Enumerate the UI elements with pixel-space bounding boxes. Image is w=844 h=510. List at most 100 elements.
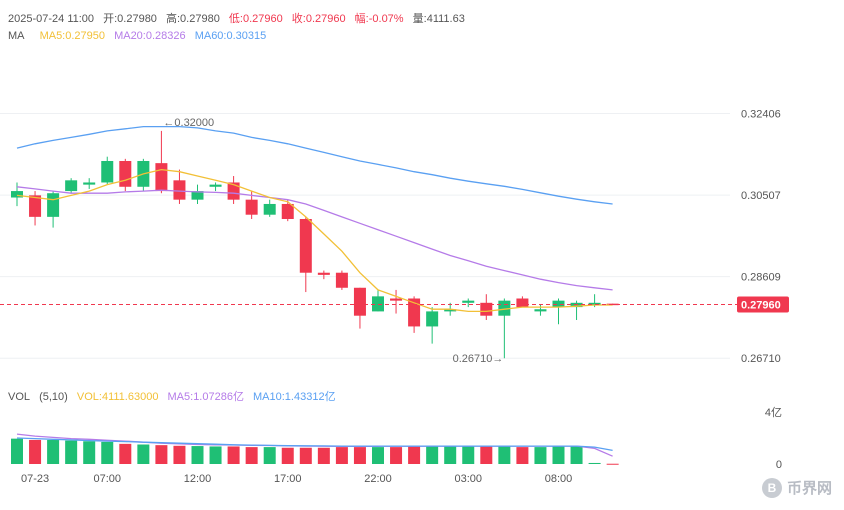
- vol-legend: VOL (5,10) VOL:4111.63000 MA5:1.07286亿 M…: [8, 388, 342, 404]
- volume-bar: [570, 446, 583, 464]
- candle-body: [173, 180, 186, 200]
- candle-body: [245, 199, 258, 215]
- volume-bar: [263, 447, 276, 464]
- candle-body: [353, 287, 366, 316]
- price-tick-label: 0.32406: [741, 108, 781, 120]
- candle: [570, 300, 583, 320]
- volume-bar: [173, 445, 186, 464]
- volume-bar: [101, 441, 114, 464]
- candle: [29, 191, 42, 226]
- watermark-text: 币界网: [786, 480, 832, 497]
- x-tick-label: 08:00: [545, 473, 573, 485]
- volume-bar: [65, 440, 78, 464]
- candle-body: [516, 298, 529, 308]
- candle: [317, 270, 330, 280]
- candle-body: [83, 182, 96, 185]
- volume-bar: [462, 446, 475, 464]
- candle-body: [65, 180, 78, 192]
- candle-body: [119, 160, 132, 187]
- candle-body: [534, 309, 547, 312]
- volume-bar: [480, 446, 493, 464]
- candle: [83, 178, 96, 189]
- low-annotation: 0.26710→: [453, 353, 504, 365]
- volume-axis-label: 0: [776, 459, 782, 471]
- candle: [480, 294, 493, 320]
- candle-body: [335, 272, 348, 288]
- candle-body: [191, 191, 204, 200]
- header-open: 开:0.27980: [103, 13, 157, 25]
- candle-body: [317, 272, 330, 275]
- x-tick-label: 07-23: [21, 473, 49, 485]
- volume-bar: [408, 446, 421, 464]
- header-datetime: 2025-07-24 11:00: [8, 13, 95, 25]
- price-tick-label: 0.26710: [741, 353, 781, 365]
- candle-body: [480, 302, 493, 316]
- header-low: 低:0.27960: [228, 13, 283, 25]
- candle: [11, 182, 23, 207]
- volume-bar: [299, 447, 312, 464]
- ma5-line: [16, 168, 613, 313]
- candle-body: [101, 160, 114, 183]
- candle: [281, 199, 294, 222]
- volume-bar: [137, 444, 150, 464]
- volume-bar: [606, 463, 619, 465]
- candle: [47, 191, 60, 228]
- candle: [65, 178, 78, 194]
- volume-bar: [191, 446, 204, 464]
- current-price-label: 0.27960: [741, 300, 781, 312]
- candle-body: [552, 300, 565, 308]
- volume-bar: [588, 462, 601, 464]
- candle: [209, 182, 222, 192]
- candle-body: [263, 203, 276, 215]
- vol-legend-label: VOL: [8, 391, 31, 403]
- candle: [390, 289, 403, 314]
- ohlc-header: 2025-07-24 11:00 开:0.27980 高:0.27980 低:0…: [8, 10, 471, 26]
- ma60-legend: MA60:0.30315: [194, 30, 267, 42]
- ma60-line: [16, 125, 613, 205]
- header-volume: 量:4111.63: [412, 13, 465, 25]
- vol-legend-params: (5,10): [39, 391, 68, 403]
- candle: [263, 199, 276, 217]
- x-tick-label: 17:00: [274, 473, 302, 485]
- candle-body: [47, 193, 60, 217]
- volume-bar: [11, 438, 23, 464]
- header-high: 高:0.27980: [166, 13, 220, 25]
- volume-bar: [552, 446, 565, 464]
- candle: [191, 184, 204, 204]
- volume-bar: [534, 447, 547, 464]
- candle: [462, 298, 475, 308]
- candle-body: [155, 163, 168, 192]
- candle: [227, 176, 240, 204]
- x-tick-label: 12:00: [184, 473, 212, 485]
- candle: [335, 270, 348, 290]
- volume-bar: [29, 439, 42, 464]
- vol-ma10-legend: MA10:1.43312亿: [253, 391, 336, 403]
- watermark-logo-icon: B: [761, 477, 782, 498]
- candle-body: [299, 219, 312, 273]
- volume-axis-label: 4亿: [765, 406, 782, 419]
- volume-bar: [335, 447, 348, 464]
- ma20-legend: MA20:0.28326: [114, 30, 186, 42]
- high-annotation: ←0.32000: [163, 117, 214, 129]
- candle: [155, 130, 168, 194]
- vol-value-legend: VOL:4111.63000: [76, 391, 159, 403]
- volume-bar: [317, 447, 330, 464]
- candle-body: [372, 296, 384, 312]
- candle: [552, 298, 565, 325]
- candle: [119, 158, 132, 192]
- candle-body: [11, 191, 23, 198]
- ma5-legend: MA5:0.27950: [39, 30, 105, 42]
- price-tick-label: 0.30507: [741, 190, 781, 202]
- candle-body: [209, 184, 222, 187]
- candle-body: [390, 298, 403, 301]
- price-tick-label: 0.28609: [741, 272, 781, 284]
- volume-bar: [426, 446, 439, 464]
- volume-bar: [155, 445, 168, 464]
- volume-ma10-line: [16, 437, 613, 452]
- volume-bar: [119, 443, 132, 464]
- candle: [101, 156, 114, 185]
- watermark: B 币界网: [761, 477, 832, 498]
- volume-bar: [209, 446, 222, 464]
- vol-ma5-legend: MA5:1.07286亿: [167, 391, 244, 403]
